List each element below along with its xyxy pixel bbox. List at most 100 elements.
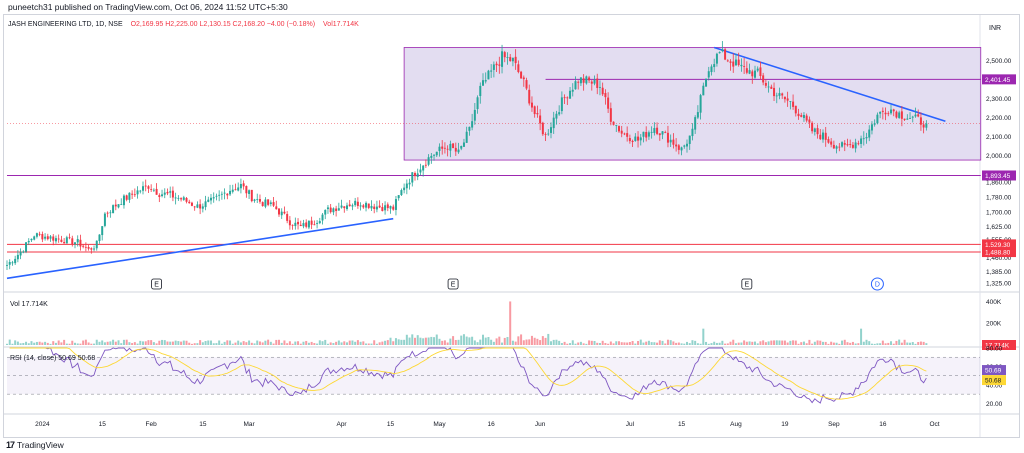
candle-body [909,118,912,119]
candle-body [54,238,57,242]
time-tick-label: Apr [336,421,347,428]
volume-bar [618,341,620,345]
candle-body [541,122,544,135]
volume-bar [914,343,917,345]
volume-bar [822,341,824,345]
volume-bar [476,342,479,345]
candle-body [838,146,841,148]
volume-bar [210,340,212,345]
volume-bar [737,342,740,345]
volume-bar [672,341,675,345]
candle-body [544,134,547,135]
candle-body [664,132,667,134]
candle-body [41,234,44,240]
volume-bar [854,343,857,345]
volume-bar [44,341,47,345]
volume-bar [876,343,879,345]
volume-bar [786,342,789,345]
trendline [6,217,394,280]
candle-body [762,75,765,83]
earnings-marker [151,278,163,290]
volume-bar [922,341,925,345]
candle-body [623,133,626,135]
candle-body [841,142,844,147]
candle-body [585,76,588,84]
volume-bar [250,342,253,345]
volume-bar [762,340,765,345]
candle-body [457,149,460,153]
earnings-marker [741,278,753,290]
candle-body [46,236,49,240]
candle-body [854,142,857,149]
volume-bar [218,340,221,345]
volume-bar [579,341,582,345]
candle-body [658,133,661,136]
candle-body [647,132,650,137]
range-rectangle [403,47,982,161]
volume-bar [835,342,838,345]
volume-bar [60,342,63,345]
volume-bar [144,341,147,345]
candle-body [759,67,762,77]
volume-bar [879,343,882,345]
candle-body [280,211,283,216]
volume-bar [756,343,759,345]
candle-body [705,78,708,87]
price-level-tag [982,170,1016,181]
candle-body [133,194,136,196]
volume-bar [775,340,778,345]
candle-body [82,245,85,247]
candle-body [718,52,721,54]
candle-body [653,128,656,133]
price-tick-label: 2,300.00 [986,96,1012,103]
candle-body [566,97,569,99]
volume-bar [783,340,786,345]
rsi-tick-label: 20.00 [986,401,1003,408]
tradingview-logo-icon: 17 [6,440,15,450]
volume-bar [95,339,98,345]
candle-body [258,199,261,202]
volume-bar [919,341,922,345]
candle-body [359,205,362,207]
candle-body [397,195,400,199]
candle-body [694,117,697,130]
volume-bar [239,342,242,345]
candle-body [354,200,357,206]
candle-body [65,237,68,244]
time-tick-label: 15 [199,421,207,428]
volume-bar [122,339,125,345]
candle-body [789,101,792,102]
volume-bar [764,342,767,345]
candle-body [843,143,846,145]
candle-body [190,202,193,206]
candle-body [321,214,324,221]
volume-bar [718,342,721,345]
candle-body [813,128,816,132]
volume-value-tag-text: 17.714K [985,343,1010,350]
candle-body [229,190,232,195]
volume-bar [770,340,773,345]
candle-body [696,112,699,118]
volume-bar [234,342,237,345]
volume-tick-label: 400K [986,299,1002,306]
volume-bar [792,340,795,345]
volume-bar [220,343,223,345]
price-tick-label: 1,780.00 [986,194,1012,201]
volume-bar [675,342,678,345]
candle-body [101,226,104,236]
candle-body [122,195,125,206]
candle-body [375,206,378,210]
candle-body [707,71,710,78]
volume-bar [555,339,558,345]
volume-bar [917,342,920,345]
candle-body [370,205,373,209]
candle-body [824,132,827,140]
candle-body [161,194,164,197]
volume-bar [180,341,183,345]
candle-body [579,77,582,84]
time-tick-label: 15 [99,421,107,428]
time-tick-label: Mar [243,421,255,428]
candle-body [378,205,381,208]
volume-bar [604,342,607,345]
